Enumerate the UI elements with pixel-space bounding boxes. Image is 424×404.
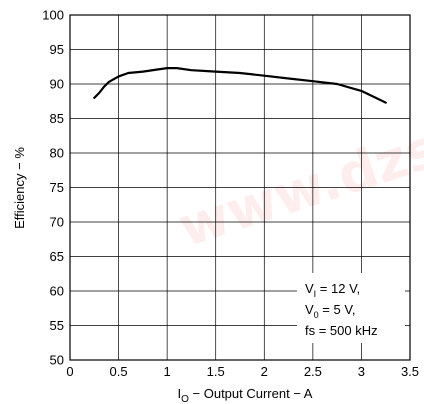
x-axis-label-text: − Output Current − A (189, 386, 313, 401)
y-tick-label: 55 (50, 318, 64, 333)
y-tick-label: 50 (50, 353, 64, 368)
annotation-text: = 5 V, (319, 302, 356, 317)
x-tick-labels: 0 0.5 1 1.5 2 2.5 3 3.5 (66, 364, 419, 379)
x-tick-label: 0 (66, 364, 73, 379)
plot-frame (69, 14, 411, 361)
x-axis-label: IO − Output Current − A (178, 386, 313, 404)
annotation-line: VI = 12 V, (305, 281, 360, 299)
annotation-prefix: V (305, 281, 314, 296)
grid (69, 14, 411, 361)
watermark: www.dzsc.com (171, 61, 424, 259)
x-axis-label-prefix: I (178, 386, 182, 401)
y-tick-label: 90 (50, 77, 64, 92)
x-tick-label: 0.5 (110, 364, 128, 379)
y-tick-label: 100 (42, 8, 64, 23)
x-tick-label: 2 (261, 364, 268, 379)
annotation-text: fs = 500 kHz (305, 323, 378, 338)
y-tick-label: 70 (50, 215, 64, 230)
x-tick-label: 1.5 (207, 364, 225, 379)
y-tick-label: 85 (50, 111, 64, 126)
x-tick-label: 1 (164, 364, 171, 379)
annotation-subscript: I (314, 289, 317, 299)
y-tick-label: 60 (50, 284, 64, 299)
x-tick-label: 3.5 (401, 364, 419, 379)
y-tick-label: 65 (50, 249, 64, 264)
x-axis-label-subscript: O (181, 394, 189, 404)
annotation-subscript: 0 (314, 310, 319, 320)
efficiency-curve (93, 67, 387, 104)
y-tick-label: 95 (50, 42, 64, 57)
y-tick-label: 75 (50, 180, 64, 195)
y-tick-labels: 50 55 60 65 70 75 80 85 90 95 100 (42, 8, 64, 368)
annotation-text: = 12 V, (316, 281, 360, 296)
annotation-prefix: V (305, 302, 314, 317)
y-axis-label: Efficiency − % (12, 147, 27, 229)
annotation-line: fs = 500 kHz (305, 323, 378, 338)
conditions-annotation: VI = 12 V,V0 = 5 V,fs = 500 kHz (297, 273, 405, 343)
series-group (93, 67, 387, 104)
annotation-box (297, 273, 405, 343)
x-tick-label: 3 (358, 364, 365, 379)
y-tick-label: 80 (50, 146, 64, 161)
annotation-line: V0 = 5 V, (305, 302, 355, 320)
x-tick-label: 2.5 (304, 364, 322, 379)
